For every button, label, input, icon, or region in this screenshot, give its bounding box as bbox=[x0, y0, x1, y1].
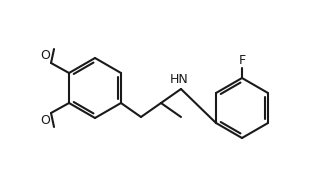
Text: O: O bbox=[40, 114, 50, 127]
Text: HN: HN bbox=[169, 73, 188, 86]
Text: O: O bbox=[40, 49, 50, 62]
Text: F: F bbox=[238, 54, 245, 67]
